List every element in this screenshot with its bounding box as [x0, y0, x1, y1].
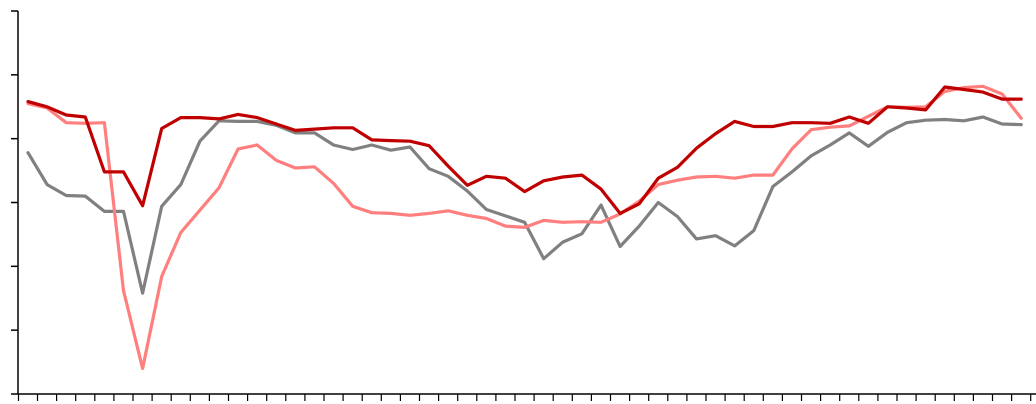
series-layer [26, 84, 1023, 371]
series-line-2 [26, 84, 1023, 371]
series-line-1 [26, 85, 1023, 215]
chart-axes [11, 10, 1036, 401]
series-line-3 [26, 115, 1023, 295]
